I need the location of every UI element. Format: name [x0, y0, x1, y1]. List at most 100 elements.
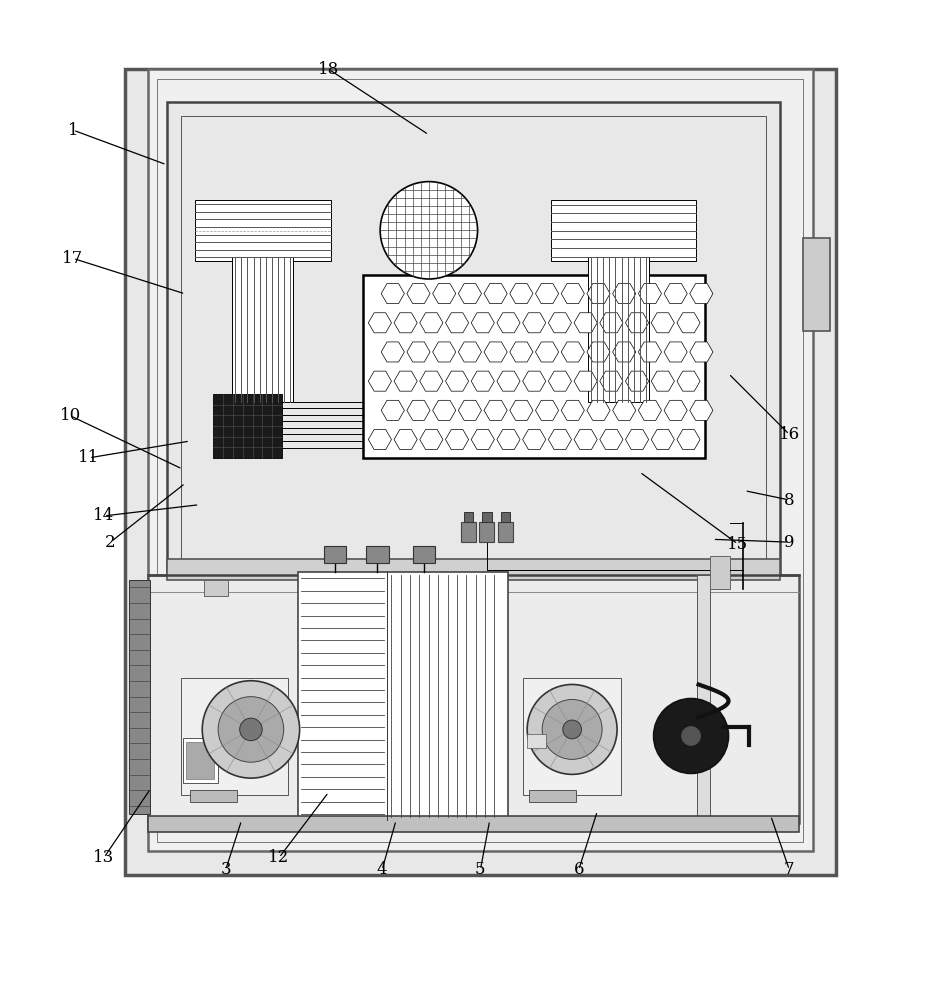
Polygon shape: [664, 400, 688, 420]
Polygon shape: [612, 284, 636, 304]
Text: 6: 6: [574, 861, 584, 878]
Polygon shape: [459, 400, 481, 420]
Polygon shape: [548, 371, 572, 391]
Polygon shape: [368, 429, 392, 450]
Polygon shape: [432, 400, 456, 420]
Polygon shape: [382, 284, 404, 304]
Polygon shape: [535, 400, 559, 420]
Text: 11: 11: [78, 449, 100, 466]
Bar: [523, 678, 621, 795]
Polygon shape: [548, 429, 572, 450]
Bar: [366, 546, 389, 563]
Circle shape: [528, 684, 617, 774]
Polygon shape: [368, 371, 392, 391]
Polygon shape: [561, 342, 584, 362]
Circle shape: [203, 681, 300, 778]
Bar: [124, 69, 836, 875]
Polygon shape: [612, 342, 636, 362]
Polygon shape: [497, 371, 520, 391]
Polygon shape: [561, 400, 584, 420]
Circle shape: [543, 699, 602, 759]
Polygon shape: [471, 429, 495, 450]
Text: 12: 12: [268, 849, 289, 866]
Bar: [233, 257, 293, 402]
Polygon shape: [587, 400, 610, 420]
Polygon shape: [677, 371, 700, 391]
Polygon shape: [446, 313, 468, 333]
Text: 17: 17: [62, 250, 84, 267]
Text: 1: 1: [68, 122, 78, 139]
Polygon shape: [690, 400, 713, 420]
Polygon shape: [561, 284, 584, 304]
Bar: [413, 546, 435, 563]
Polygon shape: [446, 429, 468, 450]
Polygon shape: [651, 371, 674, 391]
Bar: [181, 116, 766, 561]
Polygon shape: [625, 429, 649, 450]
Bar: [129, 580, 150, 814]
Polygon shape: [471, 371, 495, 391]
Polygon shape: [523, 313, 545, 333]
Text: 5: 5: [475, 861, 486, 878]
Bar: [190, 790, 236, 802]
Bar: [157, 79, 804, 842]
Polygon shape: [432, 342, 456, 362]
Text: 10: 10: [59, 407, 81, 424]
Polygon shape: [690, 342, 713, 362]
Polygon shape: [471, 313, 495, 333]
Bar: [529, 790, 576, 802]
Text: 7: 7: [784, 861, 795, 878]
Polygon shape: [394, 429, 417, 450]
Polygon shape: [459, 342, 481, 362]
Polygon shape: [574, 371, 597, 391]
Polygon shape: [625, 371, 649, 391]
Polygon shape: [548, 313, 572, 333]
Polygon shape: [407, 342, 430, 362]
Bar: [528, 734, 546, 748]
Bar: [187, 742, 215, 779]
Polygon shape: [484, 400, 507, 420]
Polygon shape: [459, 284, 481, 304]
Bar: [479, 522, 495, 542]
Bar: [324, 546, 347, 563]
Polygon shape: [382, 400, 404, 420]
Bar: [463, 512, 473, 522]
Polygon shape: [382, 342, 404, 362]
Bar: [498, 522, 513, 542]
Polygon shape: [639, 342, 661, 362]
Circle shape: [381, 182, 478, 279]
Bar: [461, 522, 476, 542]
Text: 2: 2: [106, 534, 116, 551]
Polygon shape: [420, 371, 443, 391]
Polygon shape: [394, 371, 417, 391]
Polygon shape: [600, 371, 623, 391]
Polygon shape: [625, 313, 649, 333]
Bar: [214, 394, 282, 458]
Polygon shape: [368, 313, 392, 333]
Bar: [709, 556, 730, 589]
Polygon shape: [600, 313, 623, 333]
Text: 8: 8: [784, 492, 795, 509]
Polygon shape: [664, 284, 688, 304]
Polygon shape: [394, 313, 417, 333]
Text: 16: 16: [779, 426, 800, 443]
Polygon shape: [677, 429, 700, 450]
Circle shape: [239, 718, 262, 741]
Bar: [804, 238, 830, 331]
Circle shape: [562, 720, 581, 739]
Circle shape: [219, 697, 284, 762]
Bar: [204, 580, 228, 596]
Bar: [181, 678, 288, 795]
Bar: [183, 738, 219, 783]
Polygon shape: [510, 284, 533, 304]
Polygon shape: [535, 284, 559, 304]
Text: 14: 14: [93, 507, 115, 524]
Bar: [482, 512, 492, 522]
Bar: [167, 102, 780, 575]
Polygon shape: [497, 429, 520, 450]
Polygon shape: [574, 429, 597, 450]
Bar: [364, 275, 706, 458]
Bar: [148, 816, 799, 832]
Text: 4: 4: [377, 861, 387, 878]
Polygon shape: [677, 313, 700, 333]
